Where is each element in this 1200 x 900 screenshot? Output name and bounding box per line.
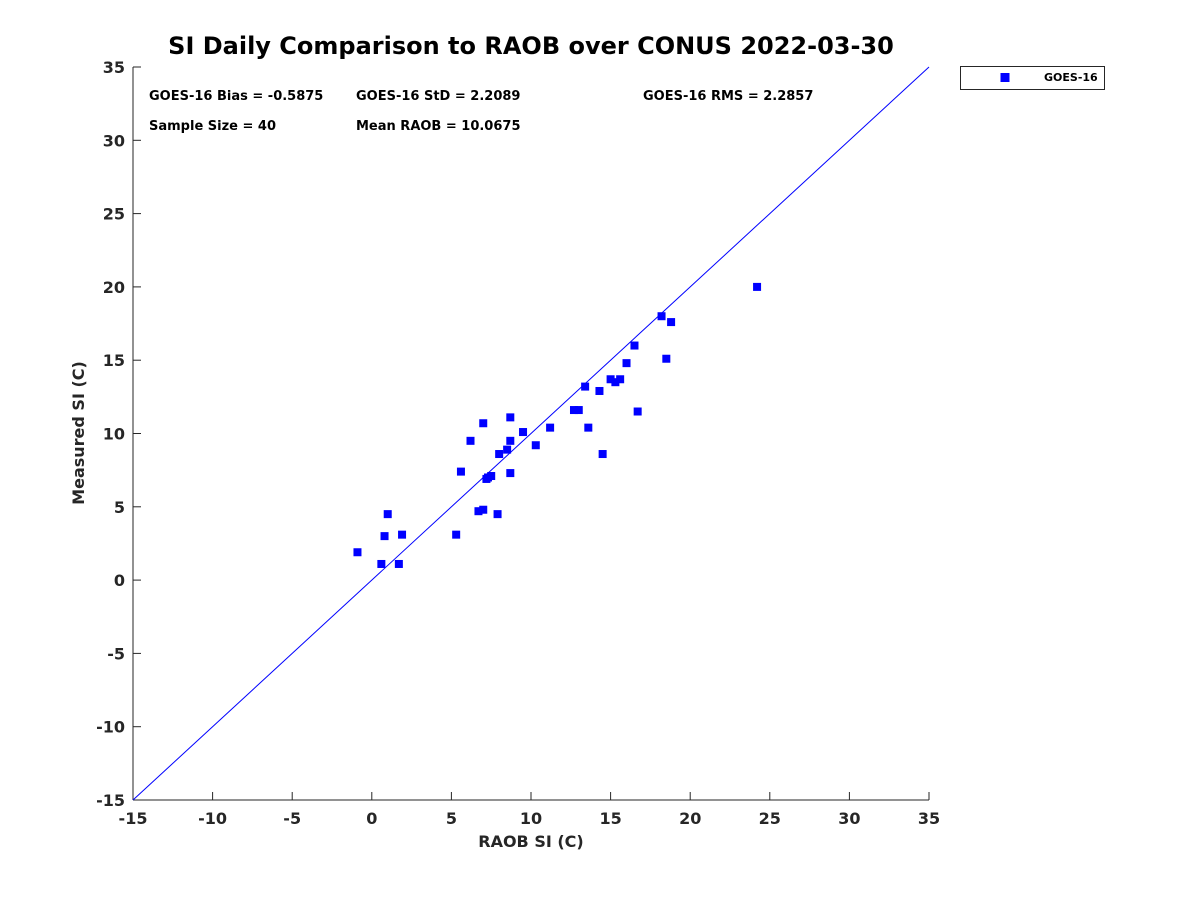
x-tick-label: 30 bbox=[838, 809, 860, 828]
data-points bbox=[353, 282, 762, 568]
one-to-one-line bbox=[132, 66, 930, 801]
data-point bbox=[394, 559, 403, 568]
data-point bbox=[479, 419, 488, 428]
data-point bbox=[581, 382, 590, 391]
y-tick-label: 15 bbox=[103, 351, 125, 370]
data-point bbox=[657, 312, 666, 321]
y-tick-label: -5 bbox=[107, 644, 125, 663]
rms-annotation: GOES-16 RMS = 2.2857 bbox=[643, 89, 813, 104]
bias-annotation: GOES-16 Bias = -0.5875 bbox=[149, 89, 323, 104]
data-point bbox=[506, 436, 515, 445]
data-point bbox=[380, 532, 389, 541]
data-point bbox=[606, 375, 615, 384]
sample-size-annotation: Sample Size = 40 bbox=[149, 119, 276, 134]
data-point bbox=[506, 469, 515, 478]
data-point bbox=[569, 406, 578, 415]
y-tick-label: 20 bbox=[103, 278, 125, 297]
data-point bbox=[611, 378, 620, 387]
legend-box bbox=[960, 66, 1105, 90]
y-tick-label: 25 bbox=[103, 205, 125, 224]
data-point bbox=[616, 375, 625, 384]
y-tick-label: 10 bbox=[103, 425, 125, 444]
y-axis-label: Measured SI (C) bbox=[69, 361, 88, 505]
std-annotation: GOES-16 StD = 2.2089 bbox=[356, 89, 520, 104]
x-tick-label: -15 bbox=[119, 809, 148, 828]
data-point bbox=[474, 507, 483, 516]
legend-marker bbox=[1000, 73, 1010, 82]
x-tick-label: -5 bbox=[283, 809, 301, 828]
x-axis-label: RAOB SI (C) bbox=[478, 832, 583, 851]
data-point bbox=[546, 423, 555, 432]
y-tick-label: -15 bbox=[96, 791, 125, 810]
chart-title: SI Daily Comparison to RAOB over CONUS 2… bbox=[168, 32, 894, 60]
y-tick-label: 35 bbox=[103, 58, 125, 77]
legend: GOES-16 bbox=[960, 66, 1105, 90]
data-point bbox=[622, 359, 631, 368]
legend-label: GOES-16 bbox=[1044, 71, 1098, 84]
x-tick-label: 25 bbox=[759, 809, 781, 828]
y-tick-label: 5 bbox=[114, 498, 125, 517]
data-point bbox=[487, 472, 496, 481]
data-point bbox=[574, 406, 583, 415]
x-tick-label: 5 bbox=[446, 809, 457, 828]
data-point bbox=[456, 467, 465, 476]
data-point bbox=[519, 428, 528, 437]
data-point bbox=[466, 436, 475, 445]
x-axis-ticks: -15 -10 -5 0 5 10 15 20 25 30 35 bbox=[119, 792, 940, 828]
data-point bbox=[753, 282, 762, 291]
x-tick-label: 20 bbox=[679, 809, 701, 828]
data-point bbox=[633, 407, 642, 416]
data-point bbox=[506, 413, 515, 422]
reference-line-group bbox=[132, 66, 930, 801]
y-axis-ticks: -15 -10 -5 0 5 10 15 20 25 30 35 bbox=[96, 58, 141, 810]
data-point bbox=[531, 441, 540, 450]
data-point bbox=[598, 450, 607, 459]
data-point bbox=[667, 318, 676, 327]
data-point bbox=[479, 505, 488, 514]
x-tick-label: 35 bbox=[918, 809, 940, 828]
y-tick-label: 0 bbox=[114, 571, 125, 590]
x-tick-label: 15 bbox=[599, 809, 621, 828]
data-point bbox=[662, 354, 671, 363]
data-point bbox=[398, 530, 407, 539]
data-point bbox=[630, 341, 639, 350]
data-point bbox=[503, 445, 512, 454]
mean-raob-annotation: Mean RAOB = 10.0675 bbox=[356, 119, 521, 134]
x-tick-label: 10 bbox=[520, 809, 542, 828]
x-tick-label: -10 bbox=[198, 809, 227, 828]
data-point bbox=[377, 559, 386, 568]
y-tick-label: -10 bbox=[96, 718, 125, 737]
data-point bbox=[353, 548, 362, 557]
data-point bbox=[495, 450, 504, 459]
data-point bbox=[595, 386, 604, 395]
data-point bbox=[383, 510, 392, 519]
x-tick-label: 0 bbox=[366, 809, 377, 828]
data-point bbox=[584, 423, 593, 432]
y-tick-label: 30 bbox=[103, 131, 125, 150]
data-point bbox=[493, 510, 502, 519]
data-point bbox=[452, 530, 461, 539]
